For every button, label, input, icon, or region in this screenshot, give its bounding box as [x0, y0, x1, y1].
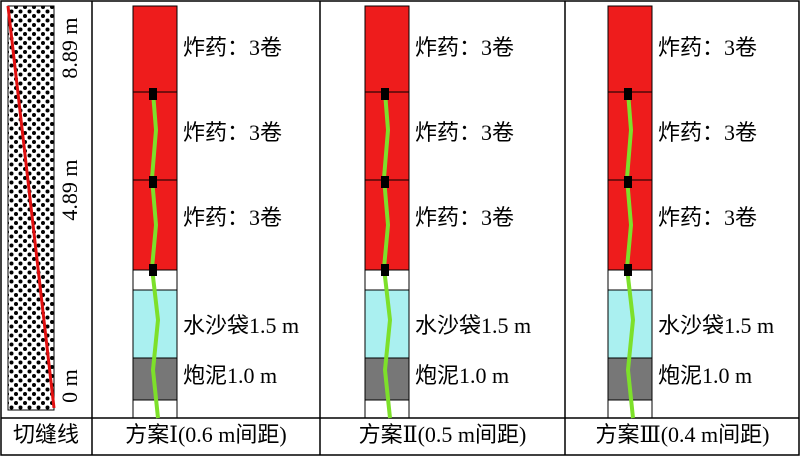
charge-label: 炸药：3卷 — [183, 120, 282, 145]
stemming-label: 炮泥1.0 m — [183, 363, 277, 388]
detonator — [381, 264, 389, 276]
stemming-label: 炮泥1.0 m — [415, 363, 509, 388]
charge-label: 炸药：3卷 — [183, 35, 282, 60]
sand-bag-label: 水沙袋1.5 m — [415, 313, 531, 338]
column-label: 切缝线 — [13, 422, 79, 447]
detonator — [624, 176, 632, 188]
detonator-wire — [625, 91, 635, 419]
detonator — [381, 88, 389, 100]
stemming-label: 炮泥1.0 m — [658, 363, 752, 388]
detonator-wire — [382, 91, 392, 419]
detonator — [149, 264, 157, 276]
detonator — [381, 176, 389, 188]
sand-bag-label: 水沙袋1.5 m — [183, 313, 299, 338]
slit-line — [6, 5, 56, 409]
detonator — [149, 88, 157, 100]
charge-label: 炸药：3卷 — [415, 120, 514, 145]
charge-label: 炸药：3卷 — [415, 35, 514, 60]
sand-bag-label: 水沙袋1.5 m — [658, 313, 774, 338]
distance-label: 8.89 m — [57, 17, 82, 78]
charge-label: 炸药：3卷 — [183, 205, 282, 230]
distance-label: 0 m — [57, 369, 82, 403]
scheme-label: 方案Ⅰ(0.6 m间距) — [125, 422, 286, 447]
charge-label: 炸药：3卷 — [658, 120, 757, 145]
distance-label: 4.89 m — [57, 159, 82, 220]
detonator-wire — [150, 91, 160, 419]
scheme-label: 方案Ⅲ(0.4 m间距) — [596, 422, 770, 447]
charge-label: 炸药：3卷 — [658, 205, 757, 230]
detonator — [624, 88, 632, 100]
detonator — [624, 264, 632, 276]
charge-label: 炸药：3卷 — [658, 35, 757, 60]
charge-label: 炸药：3卷 — [415, 205, 514, 230]
scheme-label: 方案Ⅱ(0.5 m间距) — [359, 422, 527, 447]
detonator — [149, 176, 157, 188]
